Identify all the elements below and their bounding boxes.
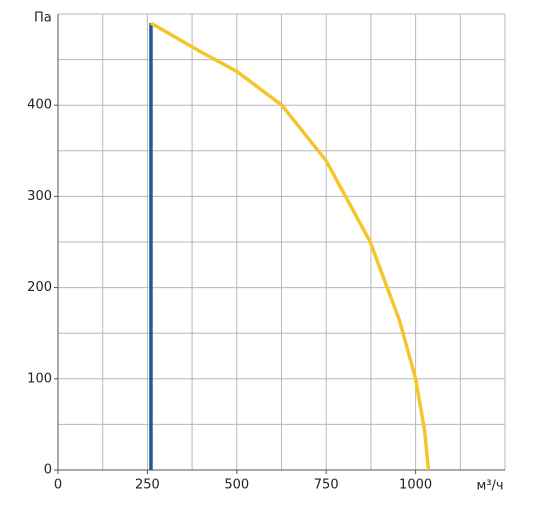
x-tick-label: 250	[135, 478, 160, 493]
y-tick-label: 400	[27, 98, 52, 113]
x-tick-label: 0	[54, 478, 62, 493]
y-tick-label: 0	[44, 463, 52, 478]
x-axis-label: м³/ч	[476, 479, 503, 494]
curve	[150, 21, 431, 471]
x-tick-label: 750	[314, 478, 339, 493]
x-tick-label: 500	[224, 478, 249, 493]
y-axis-label: Па	[34, 11, 52, 26]
y-tick-label: 300	[27, 189, 52, 204]
x-tick-label: 1000	[399, 478, 432, 493]
y-tick-label: 100	[27, 371, 52, 386]
y-tick-label: 200	[27, 280, 52, 295]
